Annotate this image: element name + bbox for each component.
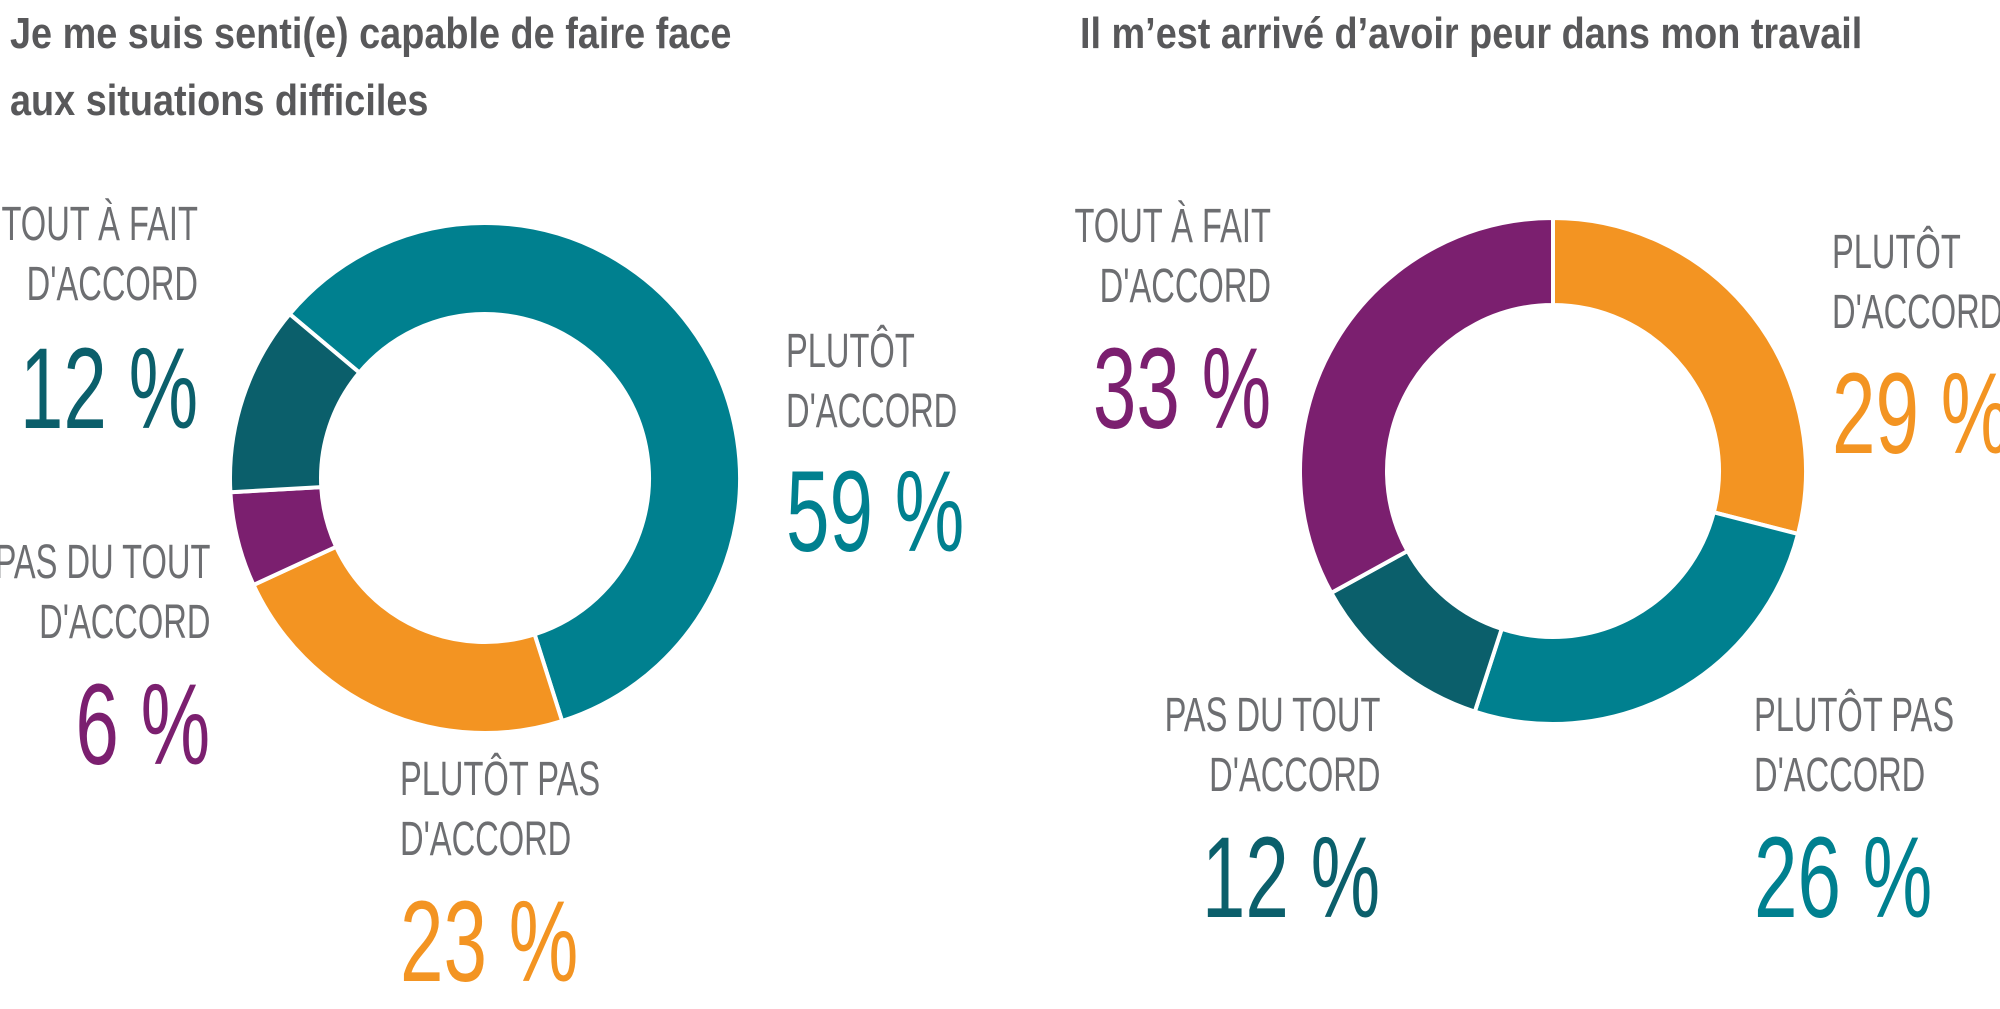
chart-2-title-line-1: Il m’est arrivé d’avoir peur dans mon tr… — [1080, 9, 1863, 58]
label-line: PLUTÔT PAS — [1754, 689, 1955, 742]
chart-1-value-plutot-pas-daccord: 23 % — [400, 878, 579, 1006]
chart-1-title-line-2: aux situations difficiles — [10, 76, 429, 125]
chart-1-value-tout-a-fait-daccord: 12 % — [19, 325, 198, 453]
chart-1-label-plutot-daccord: PLUTÔT D'ACCORD — [786, 322, 957, 442]
chart-2-slice-4 — [1298, 215, 1555, 596]
label-line: D'ACCORD — [786, 385, 958, 438]
label-line: D'ACCORD — [1099, 260, 1271, 313]
label-line: TOUT À FAIT — [1074, 200, 1271, 253]
chart-1-value-plutot-daccord: 59 % — [786, 448, 965, 576]
label-line: D'ACCORD — [1208, 749, 1380, 802]
chart-1-title-line-1: Je me suis senti(e) capable de faire fac… — [10, 9, 732, 58]
label-line: PLUTÔT — [1832, 226, 1961, 279]
label-line: D'ACCORD — [1832, 286, 2000, 339]
label-line: PAS DU TOUT — [0, 536, 210, 589]
label-line: PAS DU TOUT — [1164, 689, 1380, 742]
chart-2-value-plutot-pas-daccord: 26 % — [1754, 814, 1933, 942]
chart-1-title: Je me suis senti(e) capable de faire fac… — [10, 0, 731, 134]
label-line: PLUTÔT — [786, 325, 915, 378]
label-line: D'ACCORD — [1754, 749, 1926, 802]
chart-1-slice-2 — [250, 544, 565, 735]
label-line: D'ACCORD — [26, 258, 198, 311]
chart-2-slice-1 — [1551, 215, 1808, 537]
chart-1-value-pas-du-tout-daccord: 6 % — [75, 661, 210, 789]
chart-1-label-plutot-pas-daccord: PLUTÔT PAS D'ACCORD — [400, 750, 600, 870]
chart-1-label-pas-du-tout-daccord: PAS DU TOUT D'ACCORD — [0, 533, 210, 653]
chart-1-slice-4 — [228, 311, 363, 495]
chart-2-label-plutot-daccord: PLUTÔT D'ACCORD — [1832, 223, 2000, 343]
label-line: D'ACCORD — [38, 596, 211, 649]
chart-1-label-tout-a-fait-daccord: TOUT À FAIT D'ACCORD — [2, 195, 198, 315]
chart-2-label-tout-a-fait-daccord: TOUT À FAIT D'ACCORD — [1075, 197, 1271, 317]
chart-1-slice-1 — [286, 221, 742, 724]
chart-2-value-plutot-daccord: 29 % — [1832, 350, 2000, 478]
chart-2-label-plutot-pas-daccord: PLUTÔT PAS D'ACCORD — [1754, 686, 1954, 806]
chart-2-value-tout-a-fait-daccord: 33 % — [1092, 325, 1271, 453]
label-line: PLUTÔT PAS — [400, 753, 601, 806]
chart-2-label-pas-du-tout-daccord: PAS DU TOUT D'ACCORD — [1164, 686, 1380, 806]
chart-2-title: Il m’est arrivé d’avoir peur dans mon tr… — [1080, 0, 1862, 67]
chart-2-value-pas-du-tout-daccord: 12 % — [1201, 814, 1380, 942]
label-line: D'ACCORD — [400, 813, 572, 866]
label-line: TOUT À FAIT — [1, 198, 198, 251]
chart-2-slice-2 — [1472, 509, 1801, 726]
